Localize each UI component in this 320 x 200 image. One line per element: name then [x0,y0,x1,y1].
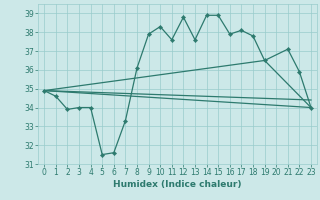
X-axis label: Humidex (Indice chaleur): Humidex (Indice chaleur) [113,180,242,189]
